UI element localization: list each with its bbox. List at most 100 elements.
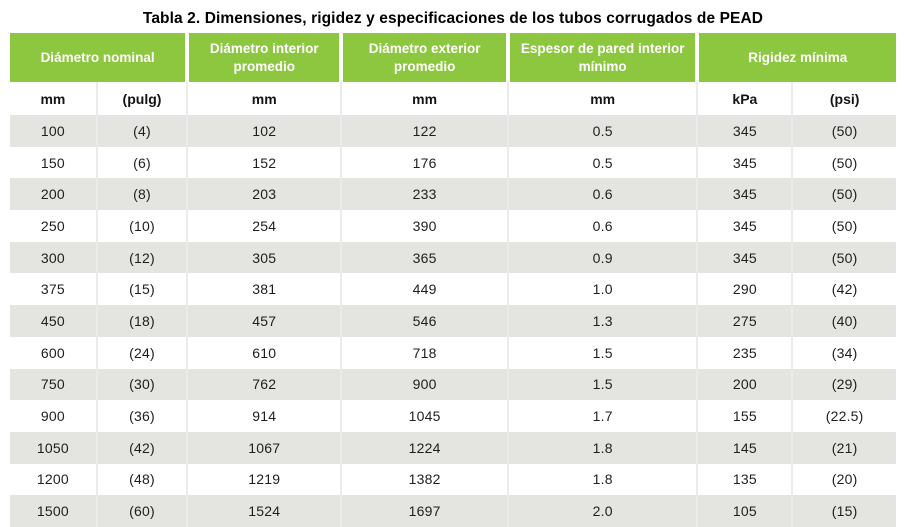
table-row: 600 (24) 610 718 1.5 235 (34) — [10, 336, 896, 369]
table-cell: (6) — [95, 146, 188, 179]
table-cell: 546 — [340, 305, 508, 337]
table-row: 100 (4) 102 122 0.5 345 (50) — [10, 115, 896, 147]
header-group-row: Diámetro nominal Diámetro interior prome… — [10, 33, 896, 82]
table-cell: 150 — [40, 154, 65, 171]
table-cell: (34) — [791, 336, 896, 369]
table-cell: 750 — [40, 376, 65, 393]
table-cell: (24) — [95, 336, 188, 369]
document-page: Tabla 2. Dimensiones, rigidez y especifi… — [10, 10, 896, 527]
table-cell: 200 — [696, 368, 793, 401]
table-cell: 145 — [696, 431, 793, 464]
table-cell: 152 — [186, 146, 342, 179]
spec-table: Diámetro nominal Diámetro interior prome… — [10, 33, 896, 527]
table-cell: (8) — [95, 178, 188, 211]
table-cell: 155 — [696, 400, 793, 432]
table-cell: (42) — [791, 273, 896, 306]
table-cell: 1224 — [340, 431, 508, 464]
unit-mm-espesor: mm — [506, 82, 698, 115]
table-cell: 275 — [696, 305, 793, 337]
table-cell: 102 — [186, 115, 342, 147]
table-cell: 914 — [186, 400, 342, 432]
table-cell: (48) — [95, 463, 188, 496]
table-cell: 1382 — [340, 463, 508, 496]
table-cell: 0.6 — [506, 210, 698, 242]
table-row: 750 (30) 762 900 1.5 200 (29) — [10, 368, 896, 401]
table-cell: 390 — [340, 210, 508, 242]
table-cell: 345 — [696, 178, 793, 211]
table-cell: 900 — [340, 368, 508, 401]
table-cell: 203 — [186, 178, 342, 211]
table-cell: 457 — [186, 305, 342, 337]
table-cell: 305 — [186, 241, 342, 274]
unit-header-row: mm (pulg) mm mm mm kPa (psi) — [10, 82, 896, 115]
table-row: 1050 (42) 1067 1224 1.8 145 (21) — [10, 431, 896, 464]
header-rigidez-minima: Rigidez mínima — [695, 33, 896, 82]
table-cell: 381 — [186, 273, 342, 306]
table-cell: 1067 — [186, 431, 342, 464]
header-diametro-exterior-promedio: Diámetro exterior promedio — [339, 33, 508, 82]
unit-psi: (psi) — [791, 82, 896, 115]
header-diametro-interior-promedio: Diámetro interior promedio — [185, 33, 342, 82]
table-cell: (42) — [95, 431, 188, 464]
table-cell: 290 — [696, 273, 793, 306]
table-cell: 1045 — [340, 400, 508, 432]
table-cell: 0.5 — [506, 115, 698, 147]
table-cell: (15) — [95, 273, 188, 306]
table-row: 375 (15) 381 449 1.0 290 (42) — [10, 273, 896, 306]
table-cell: 233 — [340, 178, 508, 211]
table-cell: 1500 — [36, 503, 69, 520]
table-cell: (36) — [95, 400, 188, 432]
table-cell: 235 — [696, 336, 793, 369]
table-cell: (15) — [791, 495, 896, 527]
unit-mm-exterior: mm — [340, 82, 508, 115]
table-cell: 2.0 — [506, 495, 698, 527]
table-cell: 1050 — [36, 439, 69, 456]
table-cell: 900 — [40, 408, 65, 425]
table-cell: 0.9 — [506, 241, 698, 274]
table-cell: (12) — [95, 241, 188, 274]
table-cell: 610 — [186, 336, 342, 369]
table-cell: 1.8 — [506, 431, 698, 464]
table-body: 100 (4) 102 122 0.5 345 (50) 150 (6) 152 176 0.5 345… — [10, 115, 896, 527]
table-cell: 1.7 — [506, 400, 698, 432]
table-row: 250 (10) 254 390 0.6 345 (50) — [10, 210, 896, 242]
table-cell: 254 — [186, 210, 342, 242]
table-row: 1200 (48) 1219 1382 1.8 135 (20) — [10, 463, 896, 496]
table-cell: 0.6 — [506, 178, 698, 211]
table-row: 300 (12) 305 365 0.9 345 (50) — [10, 241, 896, 274]
table-cell: (60) — [95, 495, 188, 527]
unit-kpa: kPa — [696, 82, 793, 115]
table-cell: 449 — [340, 273, 508, 306]
table-cell: 122 — [340, 115, 508, 147]
table-cell: (50) — [791, 146, 896, 179]
table-cell: 0.5 — [506, 146, 698, 179]
table-cell: (21) — [791, 431, 896, 464]
unit-mm-interior: mm — [186, 82, 342, 115]
table-title: Tabla 2. Dimensiones, rigidez y especifi… — [142, 10, 764, 27]
table-cell: 345 — [696, 146, 793, 179]
table-cell: (30) — [95, 368, 188, 401]
table-cell: (10) — [95, 210, 188, 242]
table-cell: 365 — [340, 241, 508, 274]
header-espesor-pared-interior-minimo: Espesor de pared interior mínimo — [505, 33, 698, 82]
table-cell: 1697 — [340, 495, 508, 527]
table-cell: 600 — [40, 344, 65, 361]
table-cell: 135 — [696, 463, 793, 496]
table-cell: 176 — [340, 146, 508, 179]
table-cell: (18) — [95, 305, 188, 337]
table-cell: 375 — [40, 281, 65, 298]
table-cell: 250 — [40, 217, 65, 234]
table-cell: 105 — [696, 495, 793, 527]
table-cell: (50) — [791, 178, 896, 211]
table-cell: 1.5 — [506, 368, 698, 401]
table-cell: 1524 — [186, 495, 342, 527]
table-cell: (50) — [791, 210, 896, 242]
header-diametro-nominal: Diámetro nominal — [10, 33, 188, 82]
table-cell: 1.3 — [506, 305, 698, 337]
table-cell: 200 — [40, 186, 65, 203]
table-row: 450 (18) 457 546 1.3 275 (40) — [10, 305, 896, 337]
table-row: 150 (6) 152 176 0.5 345 (50) — [10, 146, 896, 179]
table-cell: 1.8 — [506, 463, 698, 496]
table-cell: 1219 — [186, 463, 342, 496]
table-cell: (40) — [791, 305, 896, 337]
